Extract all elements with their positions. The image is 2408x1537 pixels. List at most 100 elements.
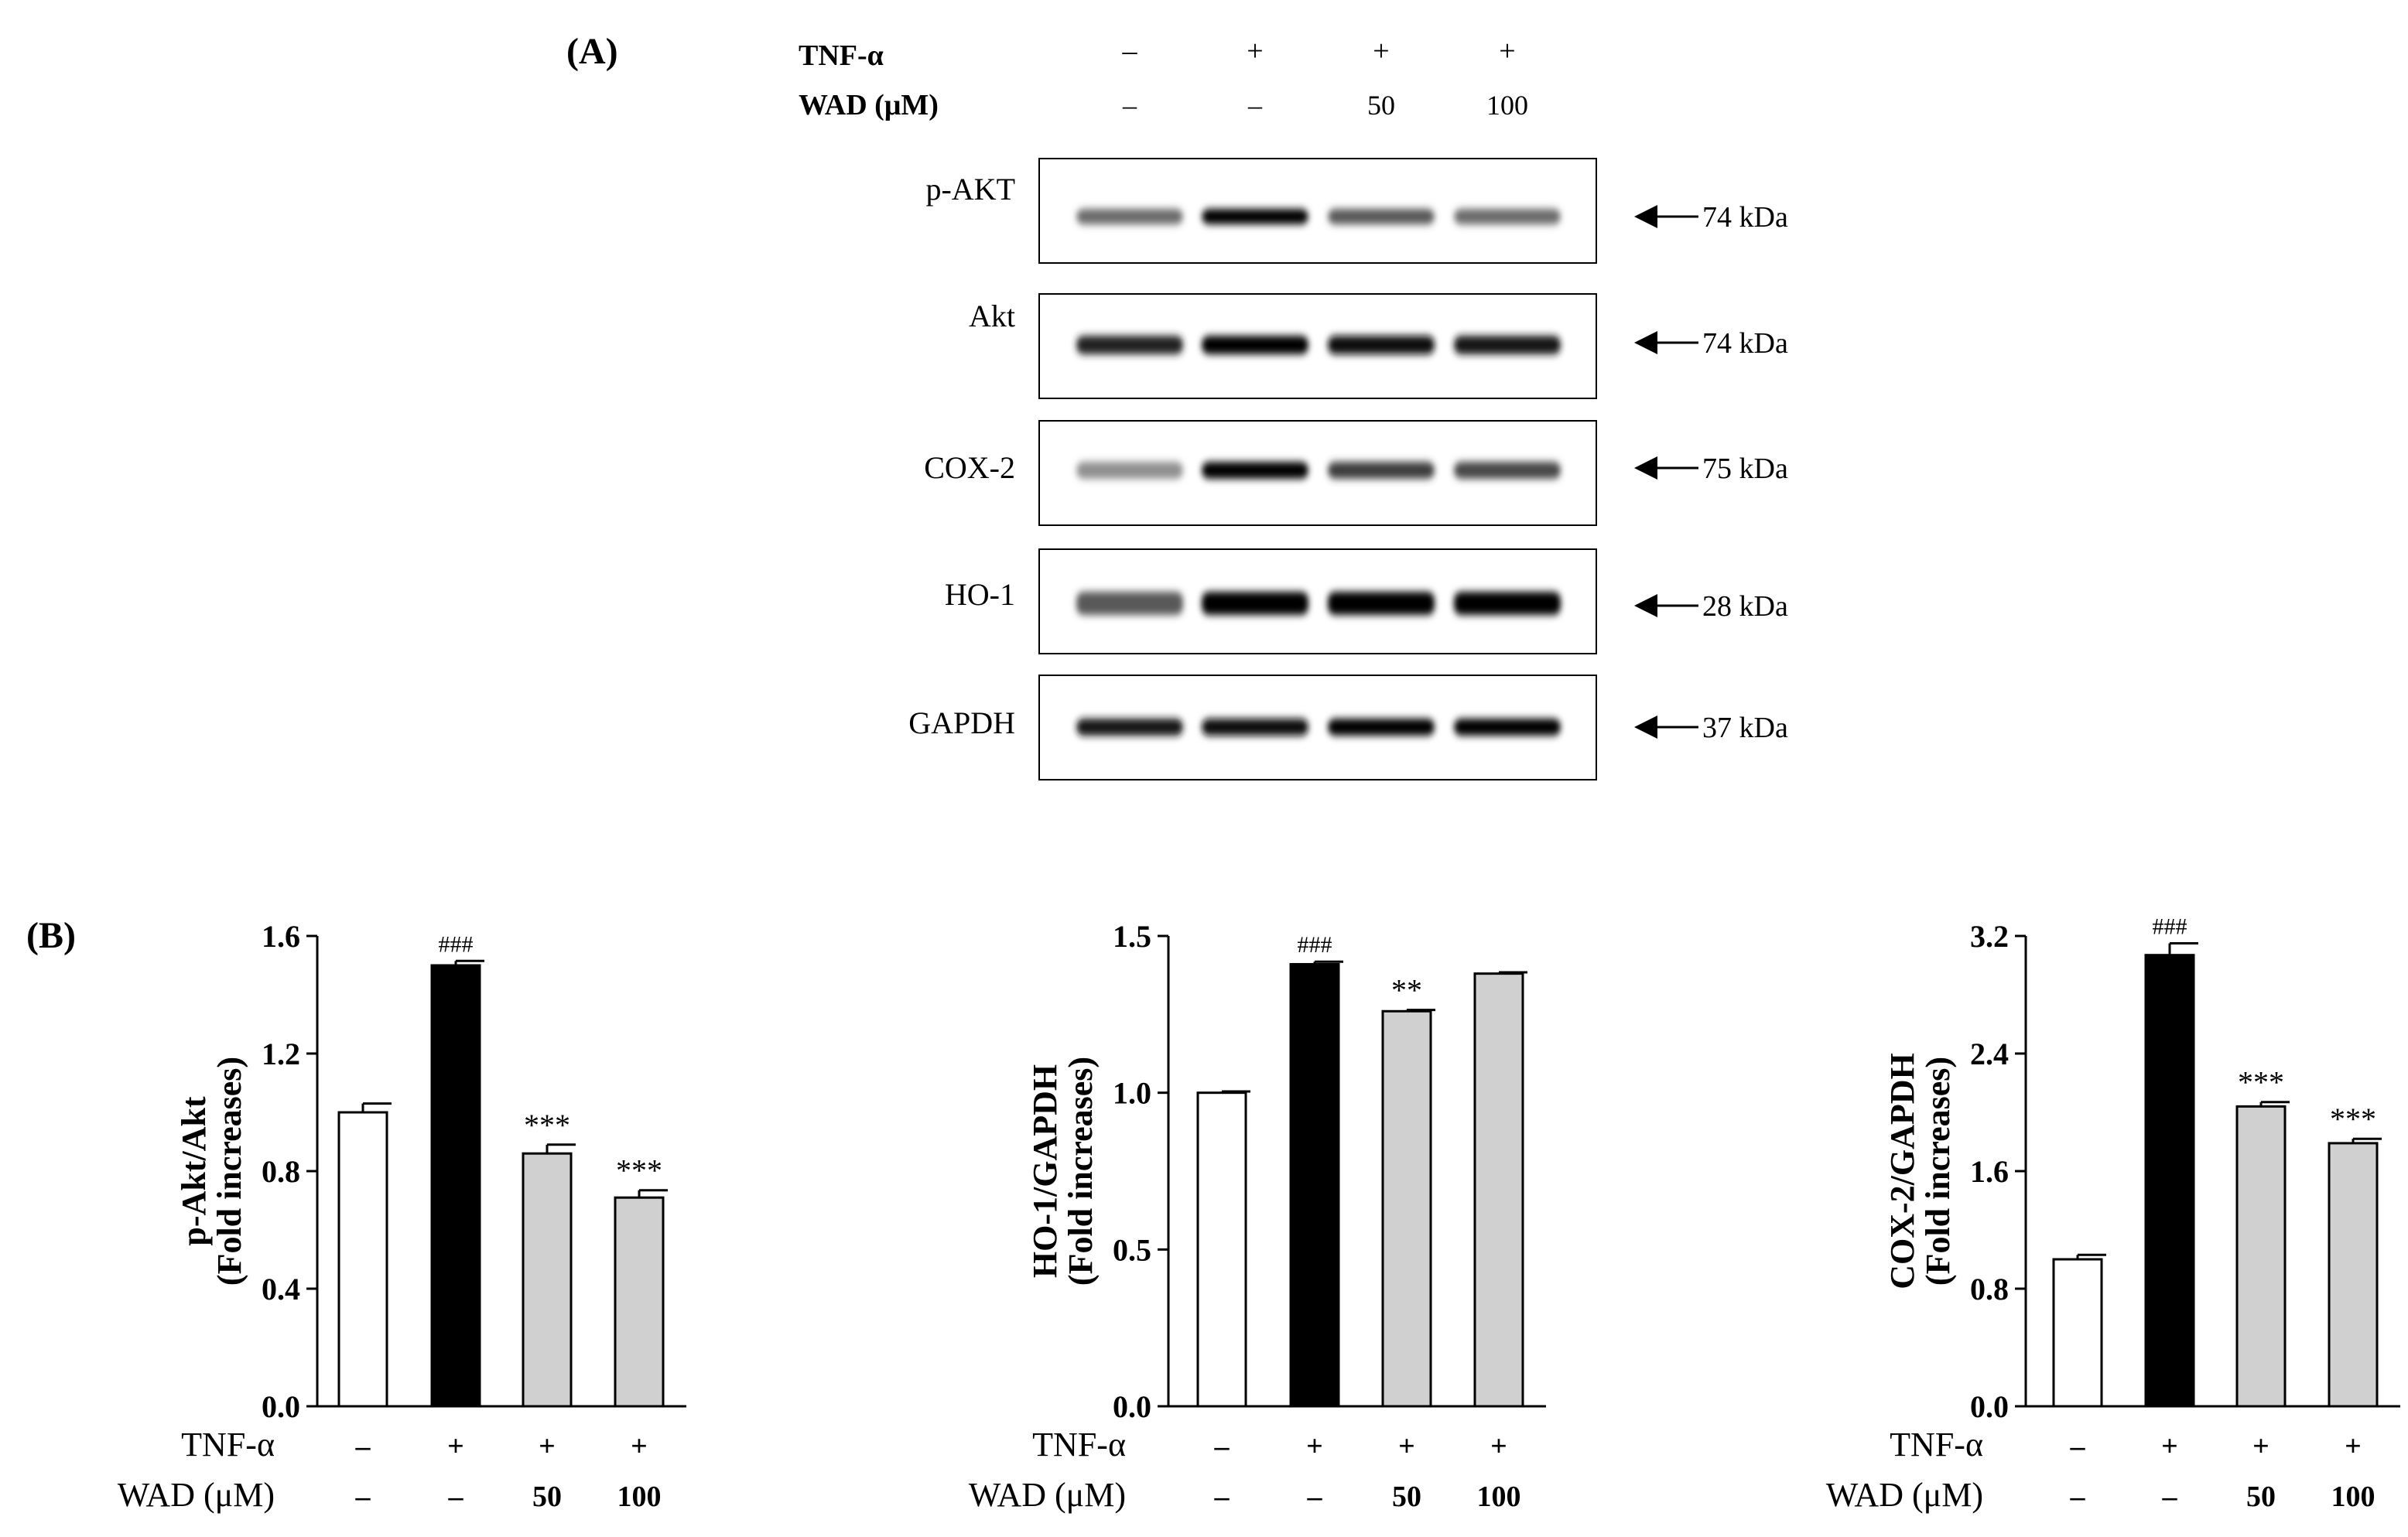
blot-band xyxy=(1202,592,1308,615)
tnf-condition: + xyxy=(1490,1430,1507,1463)
blot-protein-label: COX-2 xyxy=(924,450,1015,485)
blot-band xyxy=(1328,336,1435,354)
bar xyxy=(337,1111,388,1408)
blot-band xyxy=(1454,462,1561,479)
wad-condition-2: 50 xyxy=(1367,90,1395,121)
y-axis-title: p-Akt/Akt xyxy=(175,1096,213,1245)
panel-a-tnf-label: TNF-α xyxy=(799,39,884,72)
significance-label: ### xyxy=(2153,914,2187,940)
y-tick-label: 1.0 xyxy=(1113,1076,1151,1111)
significance-label: *** xyxy=(616,1153,662,1188)
blot-band xyxy=(1202,336,1308,354)
wad-condition: – xyxy=(448,1481,464,1513)
panel-a-label: (A) xyxy=(566,31,618,72)
wad-condition: – xyxy=(355,1481,371,1513)
significance-label: ### xyxy=(1298,932,1332,958)
bar xyxy=(1196,1091,1247,1408)
wad-condition: – xyxy=(2162,1481,2178,1513)
blot-band xyxy=(1454,592,1561,615)
bar xyxy=(2328,1142,2379,1408)
tnf-condition: + xyxy=(631,1430,648,1463)
tnf-condition: + xyxy=(2161,1430,2178,1463)
blot-band xyxy=(1328,719,1435,736)
tnf-condition: – xyxy=(355,1430,371,1463)
wad-condition-1: – xyxy=(1247,90,1263,121)
wad-condition-3: 100 xyxy=(1486,90,1528,121)
blot-band xyxy=(1202,462,1308,479)
wad-condition: – xyxy=(1214,1481,1230,1513)
wad-condition: 100 xyxy=(617,1481,662,1513)
bar xyxy=(1289,962,1340,1408)
y-tick-label: 1.6 xyxy=(1970,1154,2009,1189)
bar xyxy=(1381,1009,1432,1408)
blot-band xyxy=(1454,336,1561,354)
blot-band xyxy=(1328,462,1435,479)
tnf-condition: + xyxy=(1306,1430,1323,1463)
blot-condition-labels: – + + + – – 50 100 xyxy=(1122,35,1529,121)
y-axis-subtitle: (Fold increases) xyxy=(1919,1057,1957,1286)
y-axis-subtitle: (Fold increases) xyxy=(210,1057,248,1286)
y-tick-label: 0.5 xyxy=(1113,1232,1151,1267)
significance-label: ** xyxy=(1391,973,1422,1008)
blot-p-akt: p-AKT 74 kDa xyxy=(925,158,1788,264)
bar xyxy=(2235,1105,2287,1408)
y-tick-label: 2.4 xyxy=(1970,1037,2009,1071)
blot-cox-2: COX-2 75 kDa xyxy=(924,420,1788,526)
y-axis-title: HO-1/GAPDH xyxy=(1026,1064,1064,1278)
blot-gapdh: GAPDH 37 kDa xyxy=(908,675,1788,780)
tnf-condition: + xyxy=(539,1430,556,1463)
significance-label: *** xyxy=(2330,1102,2376,1136)
wad-condition: 50 xyxy=(1392,1481,1421,1513)
y-tick-label: 0.0 xyxy=(1970,1389,2009,1424)
bar xyxy=(1473,972,1524,1408)
wad-row-label: WAD (μM) xyxy=(969,1476,1126,1514)
significance-label: *** xyxy=(524,1108,570,1143)
blot-protein-label: p-AKT xyxy=(925,172,1015,207)
blot-band xyxy=(1076,719,1183,736)
bar xyxy=(614,1196,665,1408)
bar xyxy=(2052,1258,2103,1408)
bar xyxy=(430,964,481,1408)
significance-label: *** xyxy=(2238,1065,2284,1100)
tnf-condition: + xyxy=(2252,1430,2269,1463)
blot-band xyxy=(1076,209,1183,224)
wad-condition: – xyxy=(1307,1481,1323,1513)
wad-condition: 100 xyxy=(1477,1481,1521,1513)
y-tick-label: 0.0 xyxy=(262,1389,300,1424)
wad-condition: 100 xyxy=(2331,1481,2376,1513)
y-tick-label: 0.8 xyxy=(262,1154,300,1189)
blot-size-label: 37 kDa xyxy=(1702,712,1788,744)
tnf-condition: + xyxy=(2345,1430,2362,1463)
y-tick-label: 0.8 xyxy=(1970,1272,2009,1306)
tnf-row-label: TNF-α xyxy=(181,1426,275,1464)
y-tick-label: 0.0 xyxy=(1113,1389,1151,1424)
blot-band xyxy=(1328,209,1435,224)
wad-row-label: WAD (μM) xyxy=(1826,1476,1983,1514)
y-axis-subtitle: (Fold increases) xyxy=(1062,1057,1100,1286)
bar xyxy=(522,1152,573,1408)
y-axis-title: COX-2/GAPDH xyxy=(1883,1053,1921,1289)
bar-charts: 0.00.40.81.21.6p-Akt/Akt(Fold increases)… xyxy=(118,914,2400,1514)
wad-condition: – xyxy=(2070,1481,2086,1513)
wad-condition-0: – xyxy=(1122,90,1137,121)
y-tick-label: 0.4 xyxy=(262,1272,300,1306)
y-tick-label: 1.6 xyxy=(262,919,300,954)
blot-protein-label: HO-1 xyxy=(945,577,1015,612)
tnf-condition-1: + xyxy=(1247,35,1263,67)
tnf-row-label: TNF-α xyxy=(1032,1426,1126,1464)
tnf-condition: + xyxy=(1398,1430,1415,1463)
chart-1: 0.0 0.5 1.0 1.5 HO-1/GAPDH(Fold increases) ##… xyxy=(969,919,1546,1514)
panel-a-wad-label: WAD (μM) xyxy=(799,89,939,121)
tnf-condition: – xyxy=(1214,1430,1230,1463)
blot-size-label: 74 kDa xyxy=(1702,327,1788,360)
tnf-condition: – xyxy=(2070,1430,2086,1463)
blot-size-label: 74 kDa xyxy=(1702,201,1788,234)
blot-protein-label: Akt xyxy=(969,299,1015,333)
tnf-condition-0: – xyxy=(1122,35,1138,67)
blot-band xyxy=(1202,209,1308,224)
significance-label: ### xyxy=(439,931,474,957)
blot-akt: Akt 74 kDa xyxy=(969,293,1788,399)
blot-ho-1: HO-1 28 kDa xyxy=(945,548,1788,654)
chart-2: 0.0 0.8 1.6 2.4 3.2 COX-2/GAPDH(Fold increase… xyxy=(1826,914,2400,1514)
